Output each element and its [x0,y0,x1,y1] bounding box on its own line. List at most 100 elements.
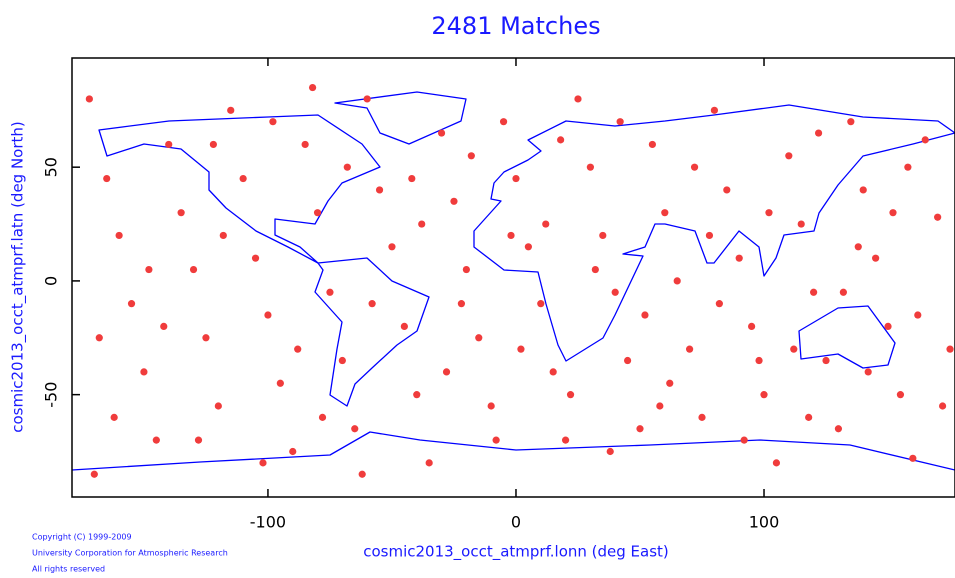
coastlines [71,91,955,471]
point [202,334,210,342]
point [219,231,227,240]
point [408,174,416,183]
point [251,254,260,262]
point [239,174,247,183]
point [864,368,872,376]
point [814,129,823,137]
plot-frame [71,57,955,498]
point [368,300,376,308]
point [561,436,570,444]
x-axis-label: cosmic2013_occt_atmprf.lonn (deg East) [363,543,669,562]
point [110,413,118,421]
point [313,209,322,217]
coastline [314,257,430,407]
point [938,402,947,410]
point [145,265,153,274]
point [611,288,619,296]
point [599,231,607,240]
point [95,334,103,342]
point [755,356,763,365]
point [318,413,327,421]
point [666,379,674,387]
point [400,322,408,331]
point [591,265,599,274]
point [690,163,699,171]
point [343,163,351,171]
copyright: University Corporation for Atmospheric R… [32,549,228,558]
point [606,447,614,456]
point [641,311,649,319]
point [909,454,917,462]
point [209,140,217,149]
point [760,391,768,399]
point [375,186,384,194]
point [499,118,508,126]
point [785,152,793,160]
point [686,345,694,353]
point [904,163,912,171]
point [177,209,185,217]
point [301,140,309,149]
point [425,459,433,467]
point [269,118,277,126]
point [921,136,929,144]
point [450,197,458,205]
point [884,322,892,331]
point [834,425,843,433]
point [705,231,714,240]
coastline [334,91,467,145]
y-tick-label: 50 [42,157,61,177]
point [790,345,798,353]
point [872,254,880,262]
point [152,436,160,444]
point [698,413,706,421]
point [308,83,317,92]
point [524,243,532,251]
point [889,209,897,217]
point [165,140,173,149]
chart-title: 2481 Matches [431,12,600,40]
y-tick-label: -50 [42,382,61,408]
point [140,368,148,376]
point [542,220,550,228]
x-tick-label: 100 [749,513,780,532]
point [127,300,136,308]
point [946,345,954,353]
x-tick-label: -100 [250,513,286,532]
point [507,231,515,240]
point [765,209,773,217]
point [822,356,830,365]
point [487,402,495,410]
point [549,368,557,376]
point [847,118,855,126]
point [276,379,284,387]
point [623,356,632,365]
copyright: All rights reserved [32,565,105,574]
point [616,118,624,126]
point [103,174,111,183]
point [388,243,396,251]
point [673,277,681,285]
point [557,136,565,144]
point [363,95,371,103]
coastline [98,114,381,264]
point [437,129,446,137]
point [934,213,942,221]
point [264,311,272,319]
point [160,322,168,331]
point [748,322,756,331]
point [351,425,359,433]
point [661,209,669,217]
point [656,402,664,410]
y-tick-label: 0 [42,276,61,286]
points [85,83,954,478]
point [358,470,366,478]
point [586,163,594,171]
point [859,186,867,194]
point [90,470,98,478]
x-tick-label: 0 [511,513,521,532]
point [462,265,470,274]
point [338,356,346,365]
point [492,436,500,444]
point [797,220,805,228]
